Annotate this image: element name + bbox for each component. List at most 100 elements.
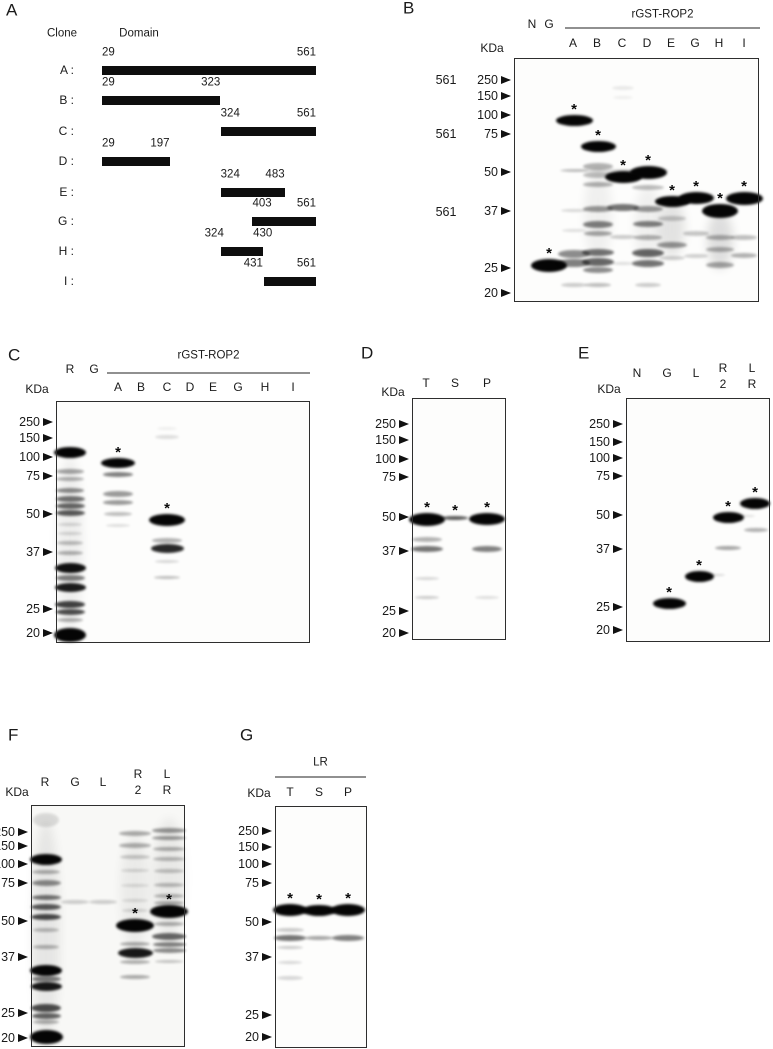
band-asterisk: * bbox=[645, 151, 651, 169]
clone-row-label: D : bbox=[58, 154, 74, 168]
gel-band bbox=[561, 208, 587, 212]
mw-marker-label: 50 bbox=[245, 914, 259, 929]
gel-band bbox=[154, 894, 184, 898]
lane-label: E bbox=[208, 380, 218, 394]
gel-band bbox=[152, 537, 182, 543]
clone-domain-bar bbox=[102, 65, 316, 75]
domain-start-residue: 403 bbox=[252, 197, 272, 210]
marker-arrow-icon bbox=[43, 471, 53, 480]
mw-marker-label: 20 bbox=[484, 285, 498, 300]
marker-arrow-icon bbox=[18, 1008, 28, 1017]
gel-band bbox=[89, 900, 117, 904]
mw-marker-label: 150 bbox=[0, 838, 15, 853]
band-asterisk: * bbox=[484, 499, 490, 516]
mw-marker-label: 50 bbox=[26, 506, 40, 521]
gel-band bbox=[741, 515, 755, 517]
mw-marker-label: 20 bbox=[382, 625, 396, 640]
lane-label: A bbox=[113, 380, 123, 394]
lane-label: R bbox=[718, 361, 728, 375]
band-asterisk: * bbox=[571, 100, 577, 118]
domain-end-residue: 323 bbox=[201, 76, 221, 89]
lane-label: A bbox=[568, 36, 578, 50]
gel-band bbox=[415, 595, 439, 599]
gel-band bbox=[152, 827, 186, 833]
gel-band bbox=[584, 230, 612, 236]
gel-band bbox=[706, 234, 734, 240]
marker-arrow-icon bbox=[501, 110, 511, 119]
panel-a-letter: A bbox=[6, 0, 18, 20]
gel-band bbox=[725, 191, 763, 205]
gel-band bbox=[412, 536, 442, 542]
gel-band bbox=[61, 900, 89, 904]
gel-band bbox=[150, 543, 184, 553]
gel-band bbox=[31, 904, 61, 910]
domain-end-residue: 561 bbox=[296, 197, 316, 210]
band-asterisk: * bbox=[424, 498, 430, 516]
marker-arrow-icon bbox=[43, 433, 53, 442]
band-asterisk: * bbox=[620, 157, 626, 174]
gel-band bbox=[744, 528, 768, 532]
domain-column-header: Domain bbox=[119, 27, 159, 40]
gel-band bbox=[740, 497, 770, 509]
marker-arrow-icon bbox=[399, 472, 409, 481]
mw-marker-label: 20 bbox=[596, 622, 610, 637]
marker-arrow-icon bbox=[613, 437, 623, 446]
gel-band bbox=[32, 870, 60, 874]
marker-arrow-icon bbox=[613, 625, 623, 634]
marker-arrow-icon bbox=[262, 878, 272, 887]
gel-band bbox=[684, 254, 708, 258]
gel-band bbox=[120, 942, 150, 946]
group-header-underline bbox=[107, 372, 310, 374]
gel-background bbox=[626, 398, 770, 642]
clone-domain-bar bbox=[220, 246, 264, 256]
domain-end-residue: 430 bbox=[253, 227, 273, 240]
lane-label: C bbox=[617, 36, 627, 50]
gel-band bbox=[54, 628, 86, 642]
gel-band bbox=[33, 813, 59, 827]
mw-marker-label: 150 bbox=[477, 88, 498, 103]
gel-band bbox=[562, 168, 670, 172]
band-asterisk: * bbox=[316, 890, 322, 908]
marker-arrow-icon bbox=[262, 917, 272, 926]
gel-background bbox=[275, 806, 367, 1048]
mw-marker-label: 250 bbox=[477, 72, 498, 87]
mw-marker-label: 37 bbox=[26, 544, 40, 559]
gel-band bbox=[54, 446, 86, 458]
gel-band bbox=[119, 842, 151, 848]
mw-marker-label: 250 bbox=[19, 414, 40, 429]
gel-band bbox=[277, 976, 303, 980]
lane-label: N bbox=[632, 366, 642, 380]
gel-band bbox=[715, 546, 741, 550]
mw-marker-label: 100 bbox=[375, 451, 396, 466]
marker-arrow-icon bbox=[18, 841, 28, 850]
gel-band bbox=[116, 918, 154, 932]
clone-row-label: B : bbox=[59, 93, 74, 107]
mw-marker-label: 50 bbox=[484, 164, 498, 179]
band-asterisk: * bbox=[164, 500, 170, 517]
kda-unit-label: KDa bbox=[597, 382, 621, 396]
lane-label: R bbox=[40, 775, 50, 789]
lane-label: C bbox=[162, 380, 172, 394]
gel-band bbox=[585, 283, 611, 287]
group-header-underline bbox=[565, 27, 760, 29]
mw-marker-label: 25 bbox=[245, 1007, 259, 1022]
gel-band bbox=[152, 941, 186, 947]
clone-row-label: A : bbox=[59, 63, 74, 77]
gel-band bbox=[150, 904, 188, 918]
lane-label: G bbox=[662, 366, 672, 380]
gel-band bbox=[583, 206, 613, 212]
marker-arrow-icon bbox=[43, 547, 53, 556]
lane-label: L bbox=[99, 775, 107, 789]
marker-arrow-icon bbox=[399, 606, 409, 615]
gel-band bbox=[58, 531, 82, 535]
gel-band bbox=[684, 570, 714, 582]
clone-row-label: H : bbox=[58, 244, 74, 258]
mw-marker-label: 100 bbox=[589, 450, 610, 465]
gel-band bbox=[153, 818, 185, 938]
gel-band bbox=[154, 901, 184, 905]
gel-band bbox=[561, 283, 587, 287]
marker-arrow-icon bbox=[501, 206, 511, 215]
mw-marker-label: 20 bbox=[1, 1030, 15, 1045]
gel-band bbox=[475, 595, 499, 599]
gel-band bbox=[580, 140, 616, 152]
